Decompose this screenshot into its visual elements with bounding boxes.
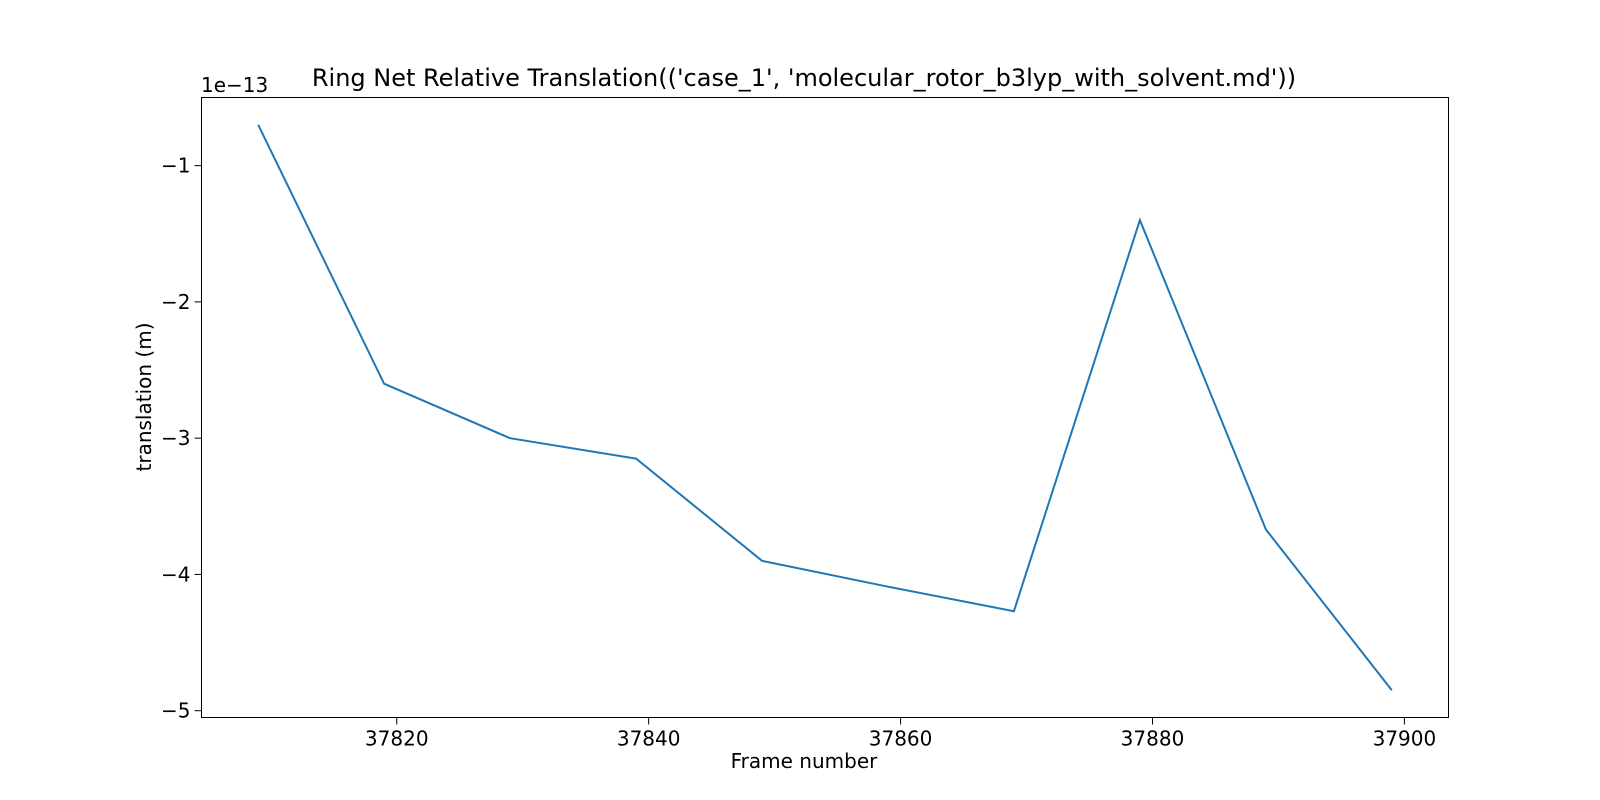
x-tick-label: 37880 <box>1121 727 1185 751</box>
plot-frame <box>201 97 1449 718</box>
x-tick-label: 37820 <box>365 727 429 751</box>
plot-marks: 37820 37840 37860 37880 37900 −1 −2 −3 −4 −5 <box>161 124 1437 751</box>
x-tick-label: 37860 <box>869 727 933 751</box>
y-tick-label: −4 <box>161 562 190 586</box>
y-tick-label: −5 <box>161 699 190 723</box>
x-tick-label: 37840 <box>617 727 681 751</box>
y-axis-label: translation (m) <box>132 323 156 472</box>
y-offset-label: 1e−13 <box>201 73 268 97</box>
y-tick-label: −2 <box>161 290 190 314</box>
x-axis-label: Frame number <box>731 749 879 773</box>
chart-title: Ring Net Relative Translation(('case_1',… <box>312 64 1296 92</box>
x-tick-label: 37900 <box>1373 727 1437 751</box>
series-line-0 <box>257 124 1393 691</box>
y-tick-label: −1 <box>161 154 190 178</box>
y-tick-label: −3 <box>161 426 190 450</box>
